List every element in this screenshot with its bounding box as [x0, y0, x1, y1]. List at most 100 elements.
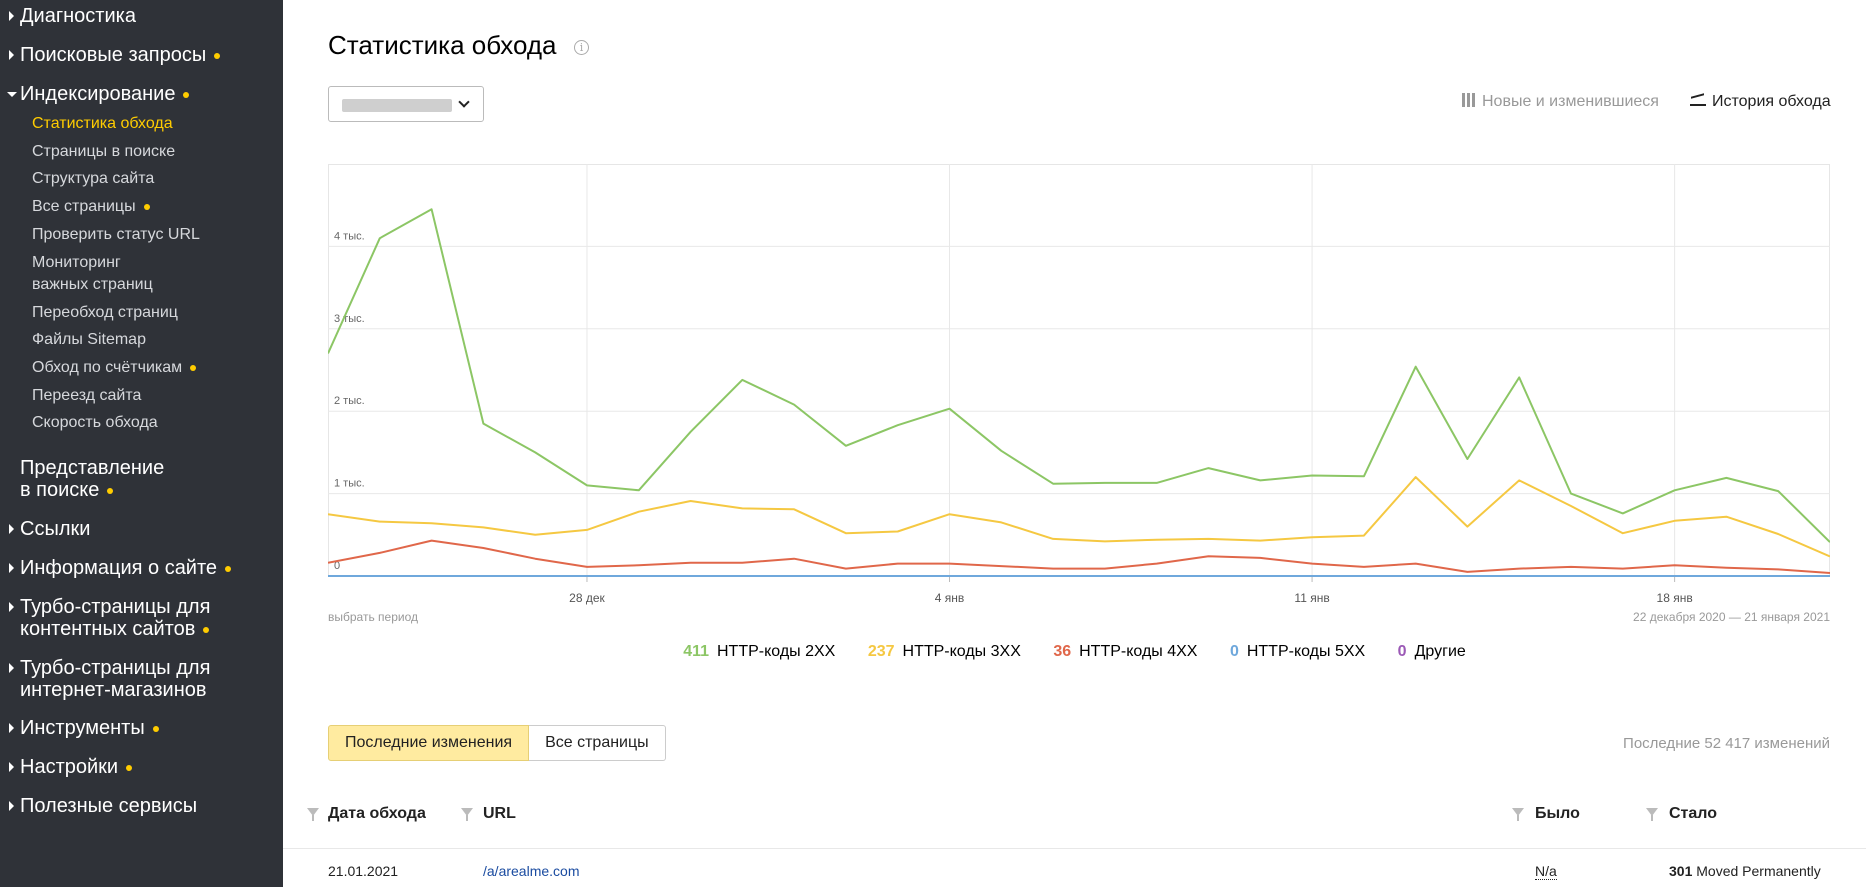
view-crawl-history-button[interactable]: История обхода	[1690, 93, 1831, 111]
legend-item-other[interactable]: 0 Другие	[1398, 643, 1466, 661]
legend-count: 0	[1229, 643, 1239, 660]
column-header-was[interactable]: Было	[1535, 805, 1580, 822]
sidebar-item-check-url[interactable]: Проверить статус URL	[32, 226, 200, 243]
legend-item-3xx[interactable]: 237 HTTP-коды 3XX	[868, 643, 1021, 661]
nav-section-label: Турбо-страницы для контентных сайтов	[20, 596, 211, 640]
x-tick-label: 18 янв	[1657, 591, 1693, 605]
caret-right-icon	[9, 524, 14, 534]
legend-label: HTTP-коды 3XX	[902, 643, 1021, 660]
table-divider	[283, 848, 1866, 849]
view-crawl-history-label: История обхода	[1712, 93, 1831, 110]
caret-right-icon	[9, 663, 14, 673]
caret-right-icon	[9, 563, 14, 573]
legend-label: Другие	[1414, 643, 1466, 660]
filter-icon[interactable]	[307, 808, 319, 821]
chart-legend: 411 HTTP-коды 2XX 237 HTTP-коды 3XX 36 HTTP…	[0, 643, 1866, 661]
caret-right-icon	[9, 602, 14, 612]
legend-count: 36	[1053, 643, 1072, 660]
column-header-became[interactable]: Стало	[1669, 805, 1718, 822]
select-period-link[interactable]: выбрать период	[328, 610, 418, 624]
status-text: Moved Permanently	[1696, 863, 1821, 879]
nav-section-label: Информация о сайте	[20, 557, 218, 579]
nav-item-label: Все страницы	[32, 198, 136, 215]
legend-count: 237	[867, 643, 895, 660]
crawl-stats-chart[interactable]: 0 1 тыс. 2 тыс. 3 тыс. 4 тыс. 28 дек 4 янв 11 я…	[328, 164, 1830, 610]
sidebar-item-crawl-stats[interactable]: Статистика обхода	[32, 115, 173, 132]
site-name-redacted	[342, 99, 452, 112]
sidebar-item-recrawl[interactable]: Переобход страниц	[32, 304, 178, 321]
badge-dot	[203, 626, 210, 633]
site-select-dropdown[interactable]	[328, 86, 484, 122]
nav-section-label: Ссылки	[20, 518, 91, 540]
nav-section-label: Полезные сервисы	[20, 795, 198, 817]
x-tick-label: 28 дек	[569, 591, 605, 605]
badge-dot	[225, 565, 232, 572]
sidebar-item-all-pages[interactable]: Все страницы	[32, 196, 150, 218]
y-tick-label: 1 тыс.	[334, 478, 365, 490]
y-tick-label: 3 тыс.	[334, 313, 365, 325]
cell-was[interactable]: N/a	[1535, 863, 1557, 880]
caret-right-icon	[9, 723, 14, 733]
chevron-down-icon	[458, 96, 470, 108]
bar-chart-icon	[1462, 93, 1476, 107]
legend-label: HTTP-коды 4XX	[1079, 643, 1198, 660]
nav-section-label: Представление в поиске	[20, 457, 165, 501]
x-tick-label: 11 янв	[1294, 591, 1329, 605]
changes-count: Последние 52 417 изменений	[1623, 735, 1830, 752]
nav-section-label: Турбо-страницы для интернет-магазинов	[20, 657, 211, 701]
filter-icon[interactable]	[461, 808, 473, 821]
y-tick-label: 4 тыс.	[334, 230, 365, 242]
caret-down-icon	[7, 92, 17, 97]
nav-section-label: Поисковые запросы	[20, 44, 207, 66]
period-range: 22 декабря 2020 — 21 января 2021	[1633, 610, 1830, 624]
badge-dot	[107, 487, 114, 494]
badge-dot	[152, 725, 159, 732]
tab-recent-changes[interactable]: Последние изменения	[328, 725, 530, 761]
caret-right-icon	[9, 801, 14, 811]
changes-tabs: Последние изменения Все страницы	[328, 725, 666, 761]
cell-url-link[interactable]: /a/arealme.com	[483, 863, 580, 879]
legend-item-4xx[interactable]: 36 HTTP-коды 4XX	[1053, 643, 1197, 661]
column-header-date[interactable]: Дата обхода	[328, 805, 426, 822]
legend-item-5xx[interactable]: 0 HTTP-коды 5XX	[1230, 643, 1365, 661]
caret-right-icon	[9, 762, 14, 772]
line-chart-icon	[1690, 94, 1706, 106]
sidebar-item-sitemap[interactable]: Файлы Sitemap	[32, 331, 146, 348]
series-line-3xx	[328, 476, 1830, 558]
badge-dot	[143, 203, 150, 210]
legend-item-2xx[interactable]: 411 HTTP-коды 2XX	[683, 643, 835, 661]
sidebar-item-site-move[interactable]: Переезд сайта	[32, 387, 142, 404]
column-header-url[interactable]: URL	[483, 805, 516, 822]
sidebar-item-counter-crawl[interactable]: Обход по счётчикам	[32, 357, 197, 379]
sidebar-item-important-pages[interactable]: Мониторинг важных страниц	[32, 254, 153, 293]
nav-section-label: Инструменты	[20, 717, 145, 739]
sidebar-item-crawl-speed[interactable]: Скорость обхода	[32, 414, 158, 431]
badge-dot	[126, 764, 133, 771]
badge-dot	[183, 91, 190, 98]
badge-dot	[214, 52, 221, 59]
series-line-2xx	[328, 208, 1830, 543]
page-title: Статистика обхода	[328, 30, 557, 60]
x-tick-label: 4 янв	[935, 591, 965, 605]
sidebar-item-pages-in-search[interactable]: Страницы в поиске	[32, 143, 176, 160]
filter-icon[interactable]	[1512, 808, 1524, 821]
caret-right-icon	[9, 11, 14, 21]
y-tick-label: 2 тыс.	[334, 395, 365, 407]
info-icon[interactable]: i	[574, 40, 589, 55]
badge-dot	[190, 364, 197, 371]
caret-right-icon	[9, 50, 14, 60]
filter-icon[interactable]	[1646, 808, 1658, 821]
series-line-4xx	[328, 539, 1830, 574]
y-tick-label: 0	[334, 560, 340, 572]
legend-label: HTTP-коды 5XX	[1246, 643, 1366, 660]
chart-frame	[328, 164, 1830, 577]
sidebar: Диагностика Поисковые запросы Индексиров…	[0, 0, 283, 887]
nav-section-label: Диагностика	[20, 5, 136, 27]
cell-became: 301 Moved Permanently	[1669, 863, 1821, 879]
tab-all-pages[interactable]: Все страницы	[529, 725, 666, 761]
nav-section-label: Настройки	[20, 756, 119, 778]
view-new-changed-button[interactable]: Новые и изменившиеся	[1462, 93, 1659, 111]
legend-count: 411	[683, 643, 709, 660]
cell-date: 21.01.2021	[328, 863, 399, 879]
sidebar-item-site-structure[interactable]: Структура сайта	[32, 170, 155, 187]
